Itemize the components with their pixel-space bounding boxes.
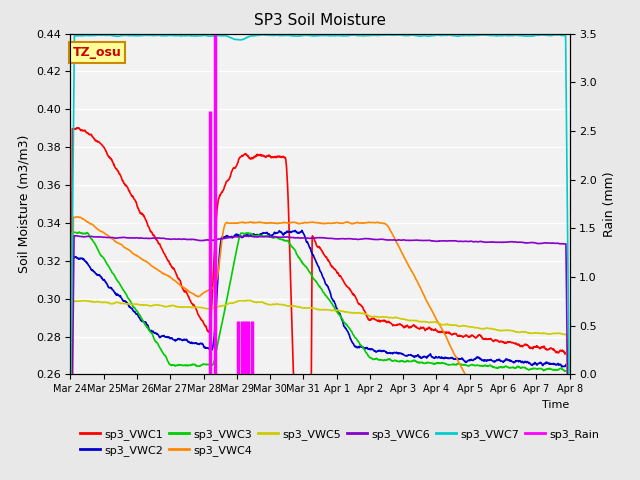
sp3_VWC5	[278, 302, 286, 308]
sp3_VWC2	[125, 304, 133, 310]
Line: sp3_VWC7: sp3_VWC7	[70, 35, 570, 434]
sp3_VWC3	[289, 245, 297, 251]
sp3_VWC1	[73, 125, 81, 131]
sp3_VWC1	[278, 154, 286, 159]
Y-axis label: Rain (mm): Rain (mm)	[603, 171, 616, 237]
sp3_VWC2	[105, 285, 113, 290]
sp3_VWC5	[298, 305, 306, 311]
Line: sp3_VWC1: sp3_VWC1	[70, 128, 570, 480]
sp3_VWC5	[246, 298, 254, 303]
sp3_VWC7	[125, 33, 133, 38]
sp3_VWC3	[76, 229, 83, 235]
sp3_VWC7	[278, 33, 286, 38]
sp3_VWC4	[298, 220, 306, 226]
sp3_VWC4	[73, 214, 81, 220]
Y-axis label: Soil Moisture (m3/m3): Soil Moisture (m3/m3)	[17, 135, 30, 273]
sp3_VWC3	[351, 335, 358, 340]
sp3_VWC1	[126, 189, 134, 194]
sp3_VWC3	[298, 259, 306, 264]
sp3_VWC7	[289, 33, 297, 39]
sp3_VWC2	[278, 230, 286, 236]
sp3_VWC6	[278, 234, 286, 240]
sp3_VWC6	[351, 236, 358, 242]
sp3_VWC1	[106, 154, 113, 160]
sp3_VWC7	[105, 32, 113, 38]
sp3_VWC5	[289, 303, 297, 309]
sp3_VWC4	[289, 219, 297, 225]
sp3_VWC3	[106, 264, 113, 270]
sp3_VWC7	[351, 32, 358, 38]
Line: sp3_VWC3: sp3_VWC3	[70, 232, 570, 480]
sp3_VWC6	[298, 235, 306, 241]
sp3_VWC7	[298, 33, 306, 38]
sp3_VWC1	[351, 293, 359, 299]
sp3_VWC2	[298, 228, 306, 233]
Line: sp3_VWC5: sp3_VWC5	[70, 300, 570, 480]
Title: SP3 Soil Moisture: SP3 Soil Moisture	[254, 13, 386, 28]
sp3_VWC2	[289, 228, 296, 234]
sp3_VWC7	[259, 32, 266, 37]
Line: sp3_VWC4: sp3_VWC4	[70, 217, 570, 480]
sp3_VWC3	[278, 237, 286, 242]
sp3_VWC6	[73, 233, 81, 239]
sp3_VWC7	[67, 432, 74, 437]
sp3_VWC6	[289, 235, 297, 240]
sp3_VWC2	[351, 344, 358, 349]
X-axis label: Time: Time	[542, 400, 570, 409]
sp3_VWC6	[126, 235, 134, 241]
Line: sp3_VWC6: sp3_VWC6	[70, 236, 570, 480]
sp3_VWC7	[566, 432, 573, 437]
sp3_VWC3	[126, 297, 134, 303]
sp3_VWC4	[278, 220, 286, 226]
sp3_VWC2	[298, 228, 305, 234]
Line: sp3_VWC2: sp3_VWC2	[70, 230, 570, 480]
sp3_VWC6	[106, 235, 113, 240]
sp3_VWC4	[351, 220, 358, 226]
sp3_VWC5	[125, 301, 133, 307]
sp3_VWC4	[106, 234, 113, 240]
Legend: sp3_VWC1, sp3_VWC2, sp3_VWC3, sp3_VWC4, sp3_VWC5, sp3_VWC6, sp3_VWC7, sp3_Rain: sp3_VWC1, sp3_VWC2, sp3_VWC3, sp3_VWC4, …	[76, 424, 604, 460]
Text: TZ_osu: TZ_osu	[73, 46, 122, 59]
sp3_VWC4	[126, 248, 134, 253]
sp3_VWC5	[105, 300, 113, 306]
sp3_VWC5	[351, 310, 358, 316]
sp3_VWC1	[289, 351, 297, 357]
